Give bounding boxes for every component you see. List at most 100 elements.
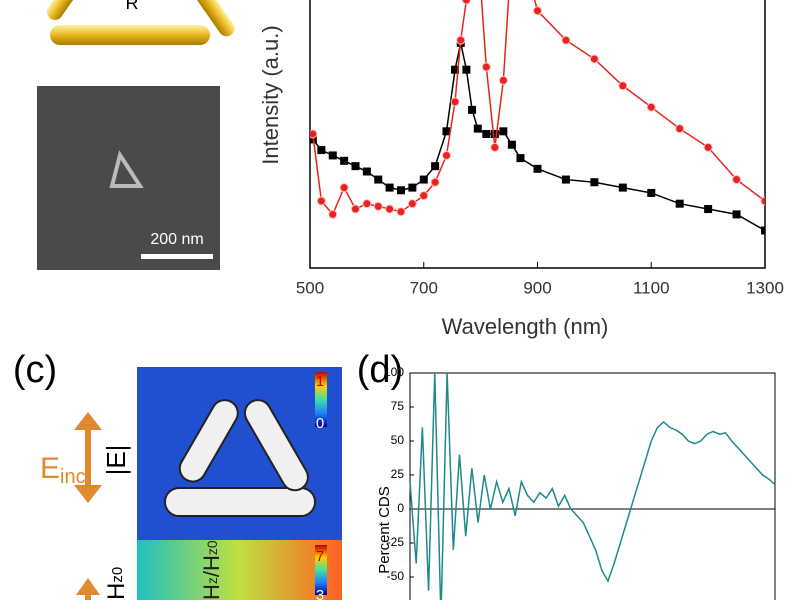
marker (618, 183, 627, 192)
rods (164, 399, 316, 517)
e: E (40, 452, 60, 485)
marker (351, 204, 360, 214)
colorbar (315, 545, 327, 595)
marker (373, 201, 383, 211)
marker (442, 150, 451, 160)
colorbar-min: 0 (316, 415, 324, 432)
plot-frame (409, 372, 776, 600)
colorbar-max: 1 (316, 373, 324, 390)
h-sub: z0 (204, 540, 220, 555)
y-axis-label: Percent CDS (376, 486, 393, 574)
marker (589, 54, 599, 64)
marker (328, 151, 337, 160)
marker (481, 62, 491, 72)
sem-particle (109, 150, 144, 188)
plot-frame (309, 0, 766, 269)
scale-bar (141, 254, 213, 259)
h-rest: /H (199, 555, 224, 577)
series-line (312, 42, 765, 232)
x-tick-label: 500 (296, 278, 324, 297)
marker (407, 199, 417, 209)
nanorod-illustration (46, 0, 235, 45)
marker (498, 75, 508, 85)
marker (397, 186, 405, 195)
h: H (199, 584, 224, 600)
h-sub: z0 (109, 567, 126, 583)
map2-inner-label: Hz/Hz0 (199, 540, 224, 600)
marker (468, 105, 477, 114)
marker (451, 65, 460, 74)
map1-label: |E| (101, 445, 131, 476)
y-tick-label: 0 (397, 501, 404, 515)
marker (507, 140, 516, 149)
marker (385, 183, 394, 192)
marker (456, 35, 466, 45)
marker (362, 167, 371, 176)
y-tick-label: 50 (391, 433, 405, 447)
marker (385, 204, 395, 214)
x-axis-label: Wavelength (nm) (442, 314, 609, 339)
field-map-h (137, 540, 342, 600)
y-axis-label: Intensity (a.u.) (258, 25, 283, 164)
marker (703, 142, 713, 152)
marker (490, 130, 499, 138)
marker (760, 196, 765, 206)
e-inc-label: Einc (40, 452, 86, 488)
label-r: R (126, 0, 139, 13)
marker (339, 183, 349, 193)
marker (461, 0, 471, 5)
marker (374, 175, 383, 184)
panel-label: (d) (357, 349, 403, 391)
h-sub: z (204, 577, 220, 584)
marker (732, 210, 741, 219)
marker (396, 207, 406, 217)
marker (317, 146, 326, 155)
arrow (74, 412, 102, 600)
marker (316, 196, 326, 206)
colorbar (315, 372, 327, 427)
marker (761, 226, 765, 235)
marker (516, 154, 525, 163)
colorbar-min: 3 (316, 587, 324, 600)
colorbar-max: 7 (316, 548, 324, 565)
y-tick-label: 75 (391, 399, 405, 413)
y-tick-label: 100 (384, 365, 404, 379)
marker (430, 177, 440, 187)
map2-label: Hz0 (103, 567, 130, 600)
marker (442, 127, 451, 136)
y-tick-label: -50 (387, 569, 405, 583)
x-tick-label: 700 (410, 278, 438, 297)
marker (482, 130, 491, 138)
marker (408, 183, 417, 192)
marker (499, 127, 508, 136)
marker (490, 142, 500, 152)
x-tick-label: 1100 (633, 278, 670, 297)
marker (419, 191, 429, 201)
marker (310, 129, 318, 139)
h: H (103, 583, 130, 600)
marker (533, 164, 542, 173)
marker (340, 156, 349, 165)
scale-bar-label: 200 nm (150, 231, 203, 248)
x-tick-label: 900 (523, 278, 551, 297)
marker (647, 188, 656, 197)
marker (561, 175, 570, 184)
marker (590, 178, 599, 187)
marker (450, 97, 460, 107)
panel-label: (c) (13, 349, 57, 391)
marker (362, 199, 372, 209)
marker (561, 35, 571, 45)
marker (646, 102, 656, 112)
marker (675, 124, 685, 134)
marker (473, 124, 482, 133)
y-tick-label: 25 (391, 467, 405, 481)
marker (351, 162, 360, 171)
sem-image (37, 86, 220, 270)
marker (462, 65, 471, 74)
marker (419, 175, 428, 184)
marker (675, 199, 684, 208)
y-tick-label: -25 (387, 535, 405, 549)
marker (533, 6, 542, 16)
marker (704, 205, 713, 214)
